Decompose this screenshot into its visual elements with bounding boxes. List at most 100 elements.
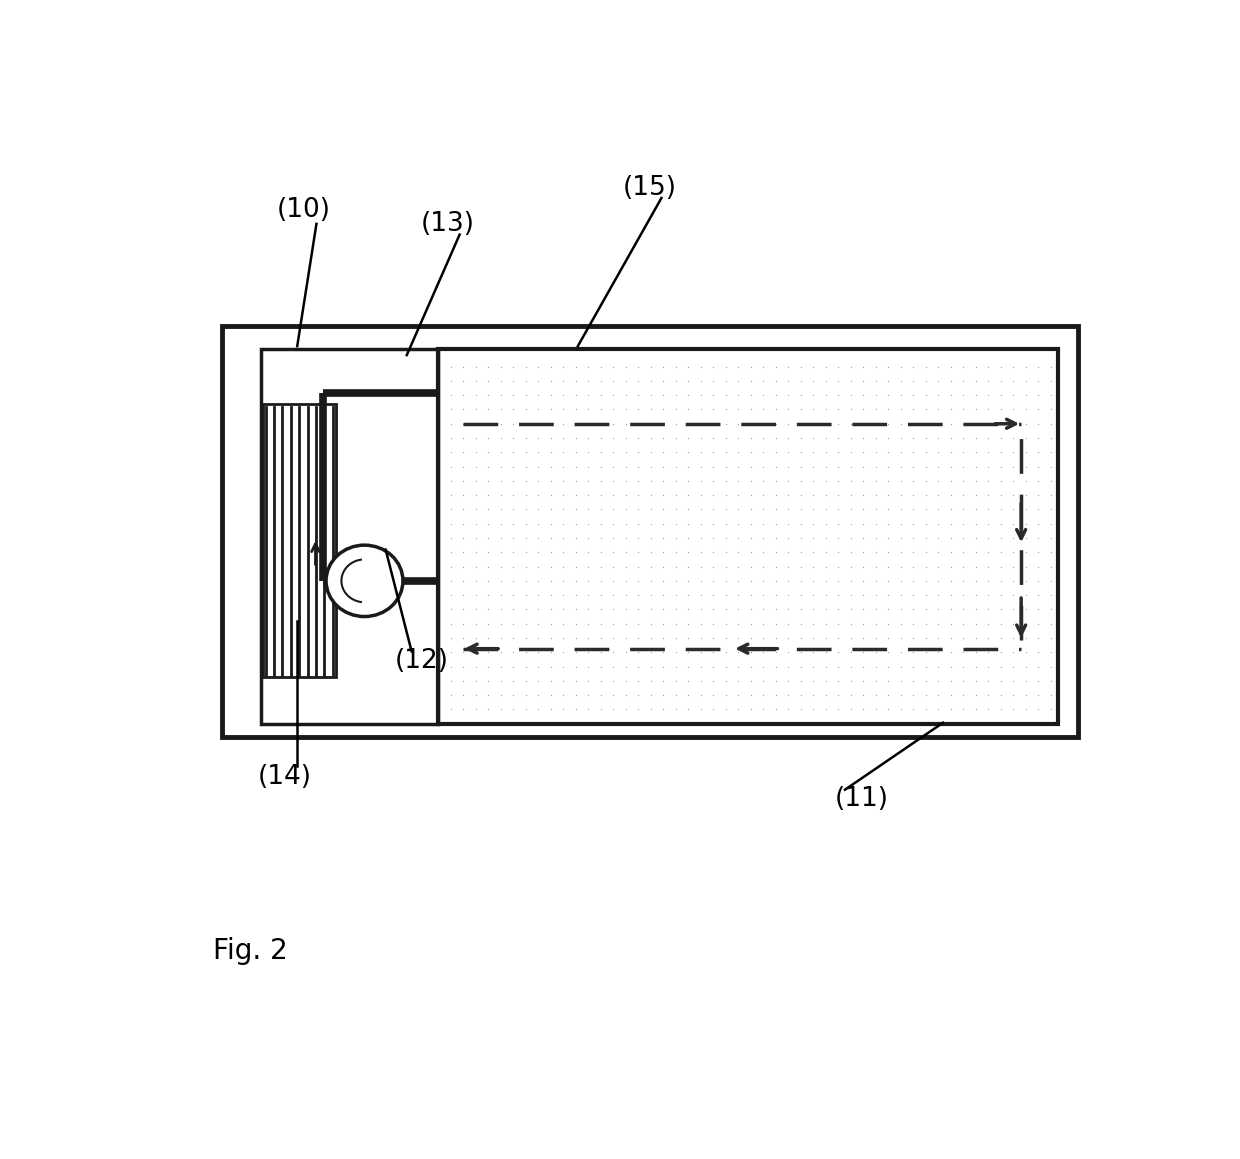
Point [503,357,523,376]
Point [641,386,661,404]
Point [565,415,585,433]
Point [491,628,511,647]
Point [678,443,698,461]
Point [766,472,786,490]
Point [978,357,998,376]
Point [616,585,636,604]
Point [853,472,873,490]
Point [728,400,748,418]
Point [966,486,986,504]
Point [853,486,873,504]
Point [441,643,461,662]
Point [804,429,823,447]
Point [691,671,711,690]
Point [541,643,560,662]
Point [954,429,973,447]
Point [565,544,585,562]
Point [804,571,823,590]
Point [666,458,686,476]
Point [853,529,873,547]
Point [866,400,885,418]
Point [941,415,961,433]
Point [641,443,661,461]
Point [541,472,560,490]
Point [541,657,560,676]
Point [779,415,799,433]
Point [441,429,461,447]
Point [991,486,1011,504]
Point [1003,529,1023,547]
Point [966,443,986,461]
Point [878,600,898,619]
Point [916,643,936,662]
Point [816,671,836,690]
Point [541,628,560,647]
Point [853,600,873,619]
Point [491,557,511,576]
Point [703,614,723,633]
Point [1003,700,1023,719]
Point [666,614,686,633]
Point [804,443,823,461]
Point [641,614,661,633]
Point [804,415,823,433]
Point [903,357,923,376]
Point [666,671,686,690]
Point [1028,400,1048,418]
Point [565,443,585,461]
Point [541,686,560,705]
Point [1003,671,1023,690]
Point [828,443,848,461]
Point [553,372,573,391]
Point [804,600,823,619]
Point [691,472,711,490]
Point [604,372,624,391]
Point [890,643,910,662]
Point [629,614,649,633]
Point [841,472,861,490]
Point [616,515,636,533]
Point [728,458,748,476]
Point [866,529,885,547]
Point [1028,614,1048,633]
Point [491,686,511,705]
Point [454,600,474,619]
Point [841,372,861,391]
Point [491,643,511,662]
Point [441,515,461,533]
Point [616,415,636,433]
Point [591,585,611,604]
Point [779,515,799,533]
Point [978,386,998,404]
Point [629,515,649,533]
Point [528,614,548,633]
Point [466,628,486,647]
Point [816,571,836,590]
Point [903,443,923,461]
Point [641,529,661,547]
Point [528,443,548,461]
Point [929,557,949,576]
Point [703,657,723,676]
Point [766,501,786,519]
Point [565,657,585,676]
Point [516,671,536,690]
Point [604,614,624,633]
Point [503,671,523,690]
Point [791,486,811,504]
Point [616,657,636,676]
Point [541,501,560,519]
Point [1028,585,1048,604]
Point [791,400,811,418]
Point [629,372,649,391]
Point [866,372,885,391]
Point [929,472,949,490]
Point [604,400,624,418]
Point [954,486,973,504]
Point [791,515,811,533]
Point [1016,458,1035,476]
Point [878,700,898,719]
Point [616,544,636,562]
Point [503,429,523,447]
Point [816,472,836,490]
